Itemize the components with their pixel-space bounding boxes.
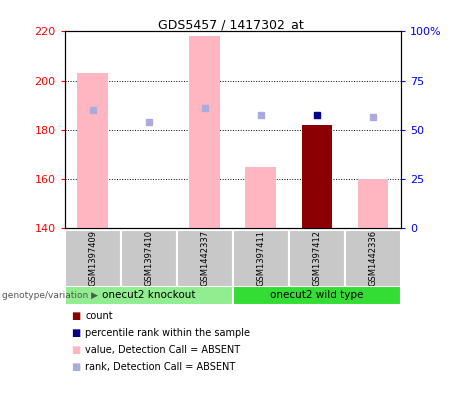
Bar (177, 230, 233, 287)
Bar (289, 230, 345, 287)
Text: GSM1442336: GSM1442336 (368, 230, 378, 286)
Text: GDS5457 / 1417302_at: GDS5457 / 1417302_at (158, 18, 303, 31)
Text: onecut2 knockout: onecut2 knockout (102, 290, 195, 300)
Bar (65, 286, 233, 305)
Bar (121, 230, 177, 287)
Text: ■: ■ (71, 311, 81, 321)
Text: genotype/variation ▶: genotype/variation ▶ (2, 291, 98, 299)
Text: ■: ■ (71, 328, 81, 338)
Text: ■: ■ (71, 362, 81, 372)
Text: percentile rank within the sample: percentile rank within the sample (85, 328, 250, 338)
Text: GSM1397410: GSM1397410 (144, 230, 153, 286)
Bar (358, 179, 389, 228)
Bar (189, 37, 220, 228)
Text: GSM1397411: GSM1397411 (256, 230, 266, 286)
Bar (345, 230, 401, 287)
Text: ■: ■ (71, 345, 81, 355)
Bar (233, 230, 289, 287)
Bar (77, 73, 108, 228)
Bar (301, 125, 332, 228)
Text: GSM1442337: GSM1442337 (200, 230, 209, 286)
Text: count: count (85, 311, 113, 321)
Text: rank, Detection Call = ABSENT: rank, Detection Call = ABSENT (85, 362, 236, 372)
Bar (233, 286, 401, 305)
Text: onecut2 wild type: onecut2 wild type (270, 290, 364, 300)
Text: value, Detection Call = ABSENT: value, Detection Call = ABSENT (85, 345, 240, 355)
Text: GSM1397409: GSM1397409 (88, 230, 97, 286)
Bar (245, 167, 276, 228)
Text: GSM1397412: GSM1397412 (313, 230, 321, 286)
Bar (65, 230, 121, 287)
